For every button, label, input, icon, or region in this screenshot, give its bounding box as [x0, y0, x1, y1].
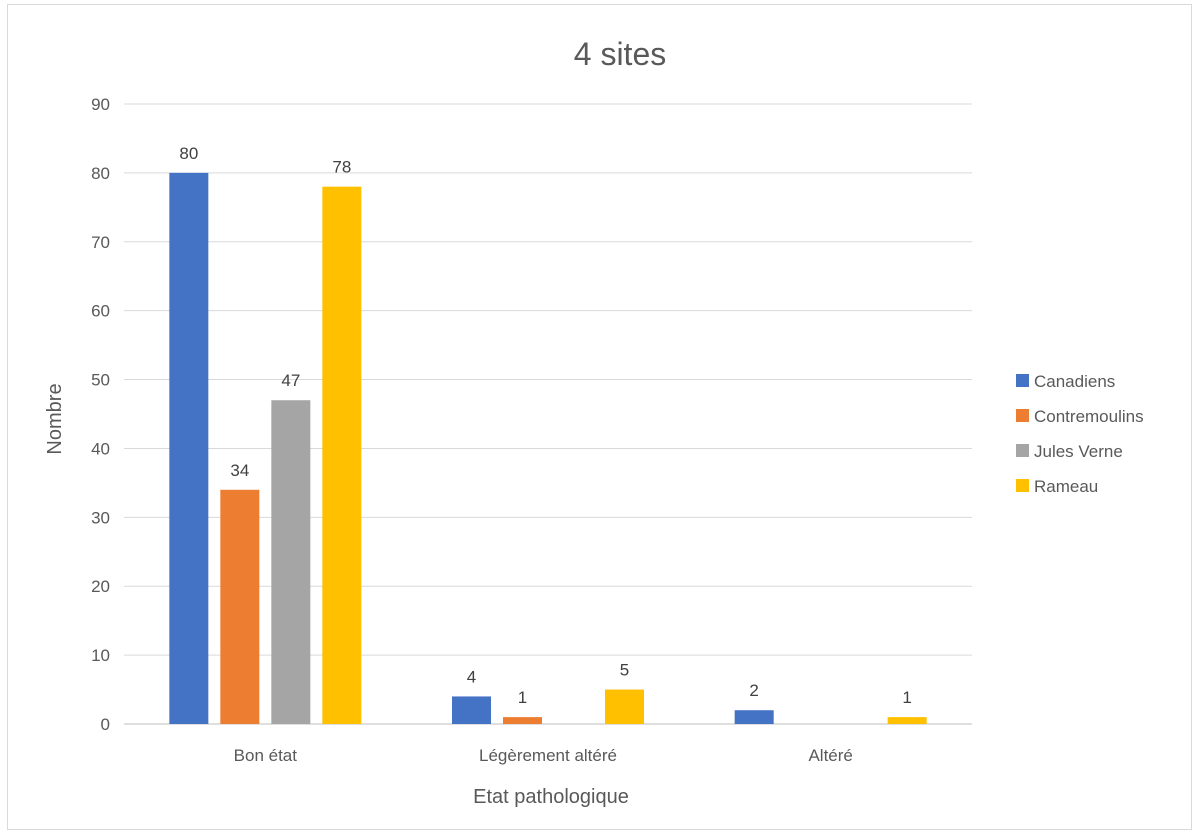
bar [271, 400, 311, 724]
data-label: 4 [467, 667, 476, 686]
data-label: 47 [281, 371, 300, 390]
bar [322, 186, 362, 724]
legend-swatch [1016, 444, 1029, 457]
legend: Canadiens Contremoulins Jules Verne Rameau [1016, 372, 1144, 496]
legend-swatch [1016, 479, 1029, 492]
y-tick-label: 90 [91, 95, 110, 114]
y-tick-label: 40 [91, 439, 110, 458]
legend-label: Canadiens [1034, 372, 1115, 391]
bar [169, 172, 209, 724]
bar [734, 710, 774, 724]
y-tick-label: 80 [91, 164, 110, 183]
y-tick-label: 30 [91, 508, 110, 527]
y-tick-label: 70 [91, 233, 110, 252]
x-tick-label: Légèrement altéré [479, 746, 617, 765]
gridlines [124, 103, 972, 725]
x-tick-label: Altéré [808, 746, 852, 765]
legend-label: Rameau [1034, 477, 1098, 496]
data-label: 34 [230, 461, 249, 480]
data-label: 78 [332, 158, 351, 177]
legend-swatch [1016, 374, 1029, 387]
x-axis-tick-labels: Bon état Légèrement altéré Altéré [234, 746, 853, 765]
data-label: 1 [518, 688, 527, 707]
x-axis-label: Etat pathologique [473, 786, 629, 808]
data-label: 1 [902, 688, 911, 707]
data-labels: 80 34 47 78 4 1 5 2 1 [179, 144, 912, 707]
bar [605, 689, 644, 724]
y-tick-label: 0 [101, 715, 110, 734]
bar [452, 696, 491, 724]
data-label: 5 [620, 661, 629, 680]
chart-frame: 4 sites 0 10 20 30 40 50 60 70 80 90 80 34 47 78 4 1 5 2… [7, 4, 1192, 830]
legend-label: Contremoulins [1034, 407, 1144, 426]
x-tick-label: Bon état [234, 746, 298, 765]
data-label: 80 [179, 144, 198, 163]
data-label: 2 [749, 681, 758, 700]
bar [887, 717, 927, 724]
bar [503, 717, 542, 724]
y-tick-label: 50 [91, 371, 110, 390]
chart-title: 4 sites [574, 36, 666, 72]
bar [220, 489, 260, 724]
y-tick-label: 10 [91, 646, 110, 665]
legend-label: Jules Verne [1034, 442, 1123, 461]
y-tick-label: 20 [91, 577, 110, 596]
bar-chart: 4 sites 0 10 20 30 40 50 60 70 80 90 80 34 47 78 4 1 5 2… [44, 36, 1144, 808]
y-axis-tick-labels: 0 10 20 30 40 50 60 70 80 90 [91, 95, 110, 734]
legend-swatch [1016, 409, 1029, 422]
bars [169, 172, 927, 724]
y-tick-label: 60 [91, 302, 110, 321]
y-axis-label: Nombre [44, 383, 66, 454]
